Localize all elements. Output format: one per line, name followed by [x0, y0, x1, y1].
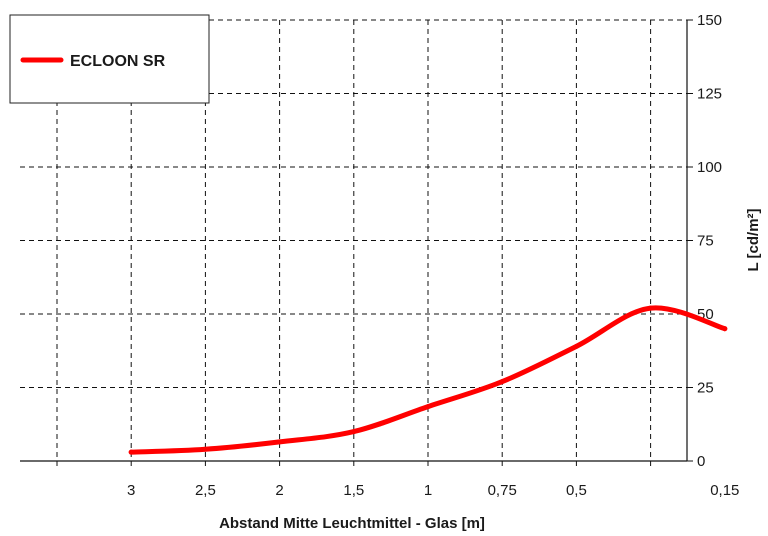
data-point: [351, 429, 356, 434]
legend-label: ECLOON SR: [70, 53, 166, 70]
y-tick-label: 25: [697, 380, 714, 397]
x-ticks: 3 2,5 2 1,5 1 0,75 0,5 0,15: [57, 461, 739, 499]
x-tick-label: 2: [275, 482, 283, 499]
y-axis-title: L [cd/m²]: [745, 208, 762, 271]
data-point: [574, 344, 579, 349]
data-point: [500, 379, 505, 384]
data-point: [426, 404, 431, 409]
y-tick-label: 125: [697, 86, 722, 103]
x-tick-label: 2,5: [195, 482, 216, 499]
data-point: [648, 306, 653, 311]
data-point: [129, 450, 134, 455]
x-tick-label: 1: [424, 482, 432, 499]
y-tick-label: 100: [697, 159, 722, 176]
x-tick-label: 0,15: [710, 482, 739, 499]
legend: ECLOON SR: [10, 15, 209, 103]
data-point: [277, 439, 282, 444]
y-tick-label: 75: [697, 233, 714, 250]
x-tick-label: 3: [127, 482, 135, 499]
x-axis-title: Abstand Mitte Leuchtmittel - Glas [m]: [219, 515, 485, 532]
x-tick-label: 1,5: [343, 482, 364, 499]
x-tick-label: 0,75: [488, 482, 517, 499]
x-tick-label: 0,5: [566, 482, 587, 499]
data-point: [722, 326, 727, 331]
data-point: [203, 447, 208, 452]
y-tick-label: 0: [697, 453, 705, 470]
y-tick-label: 150: [697, 12, 722, 29]
